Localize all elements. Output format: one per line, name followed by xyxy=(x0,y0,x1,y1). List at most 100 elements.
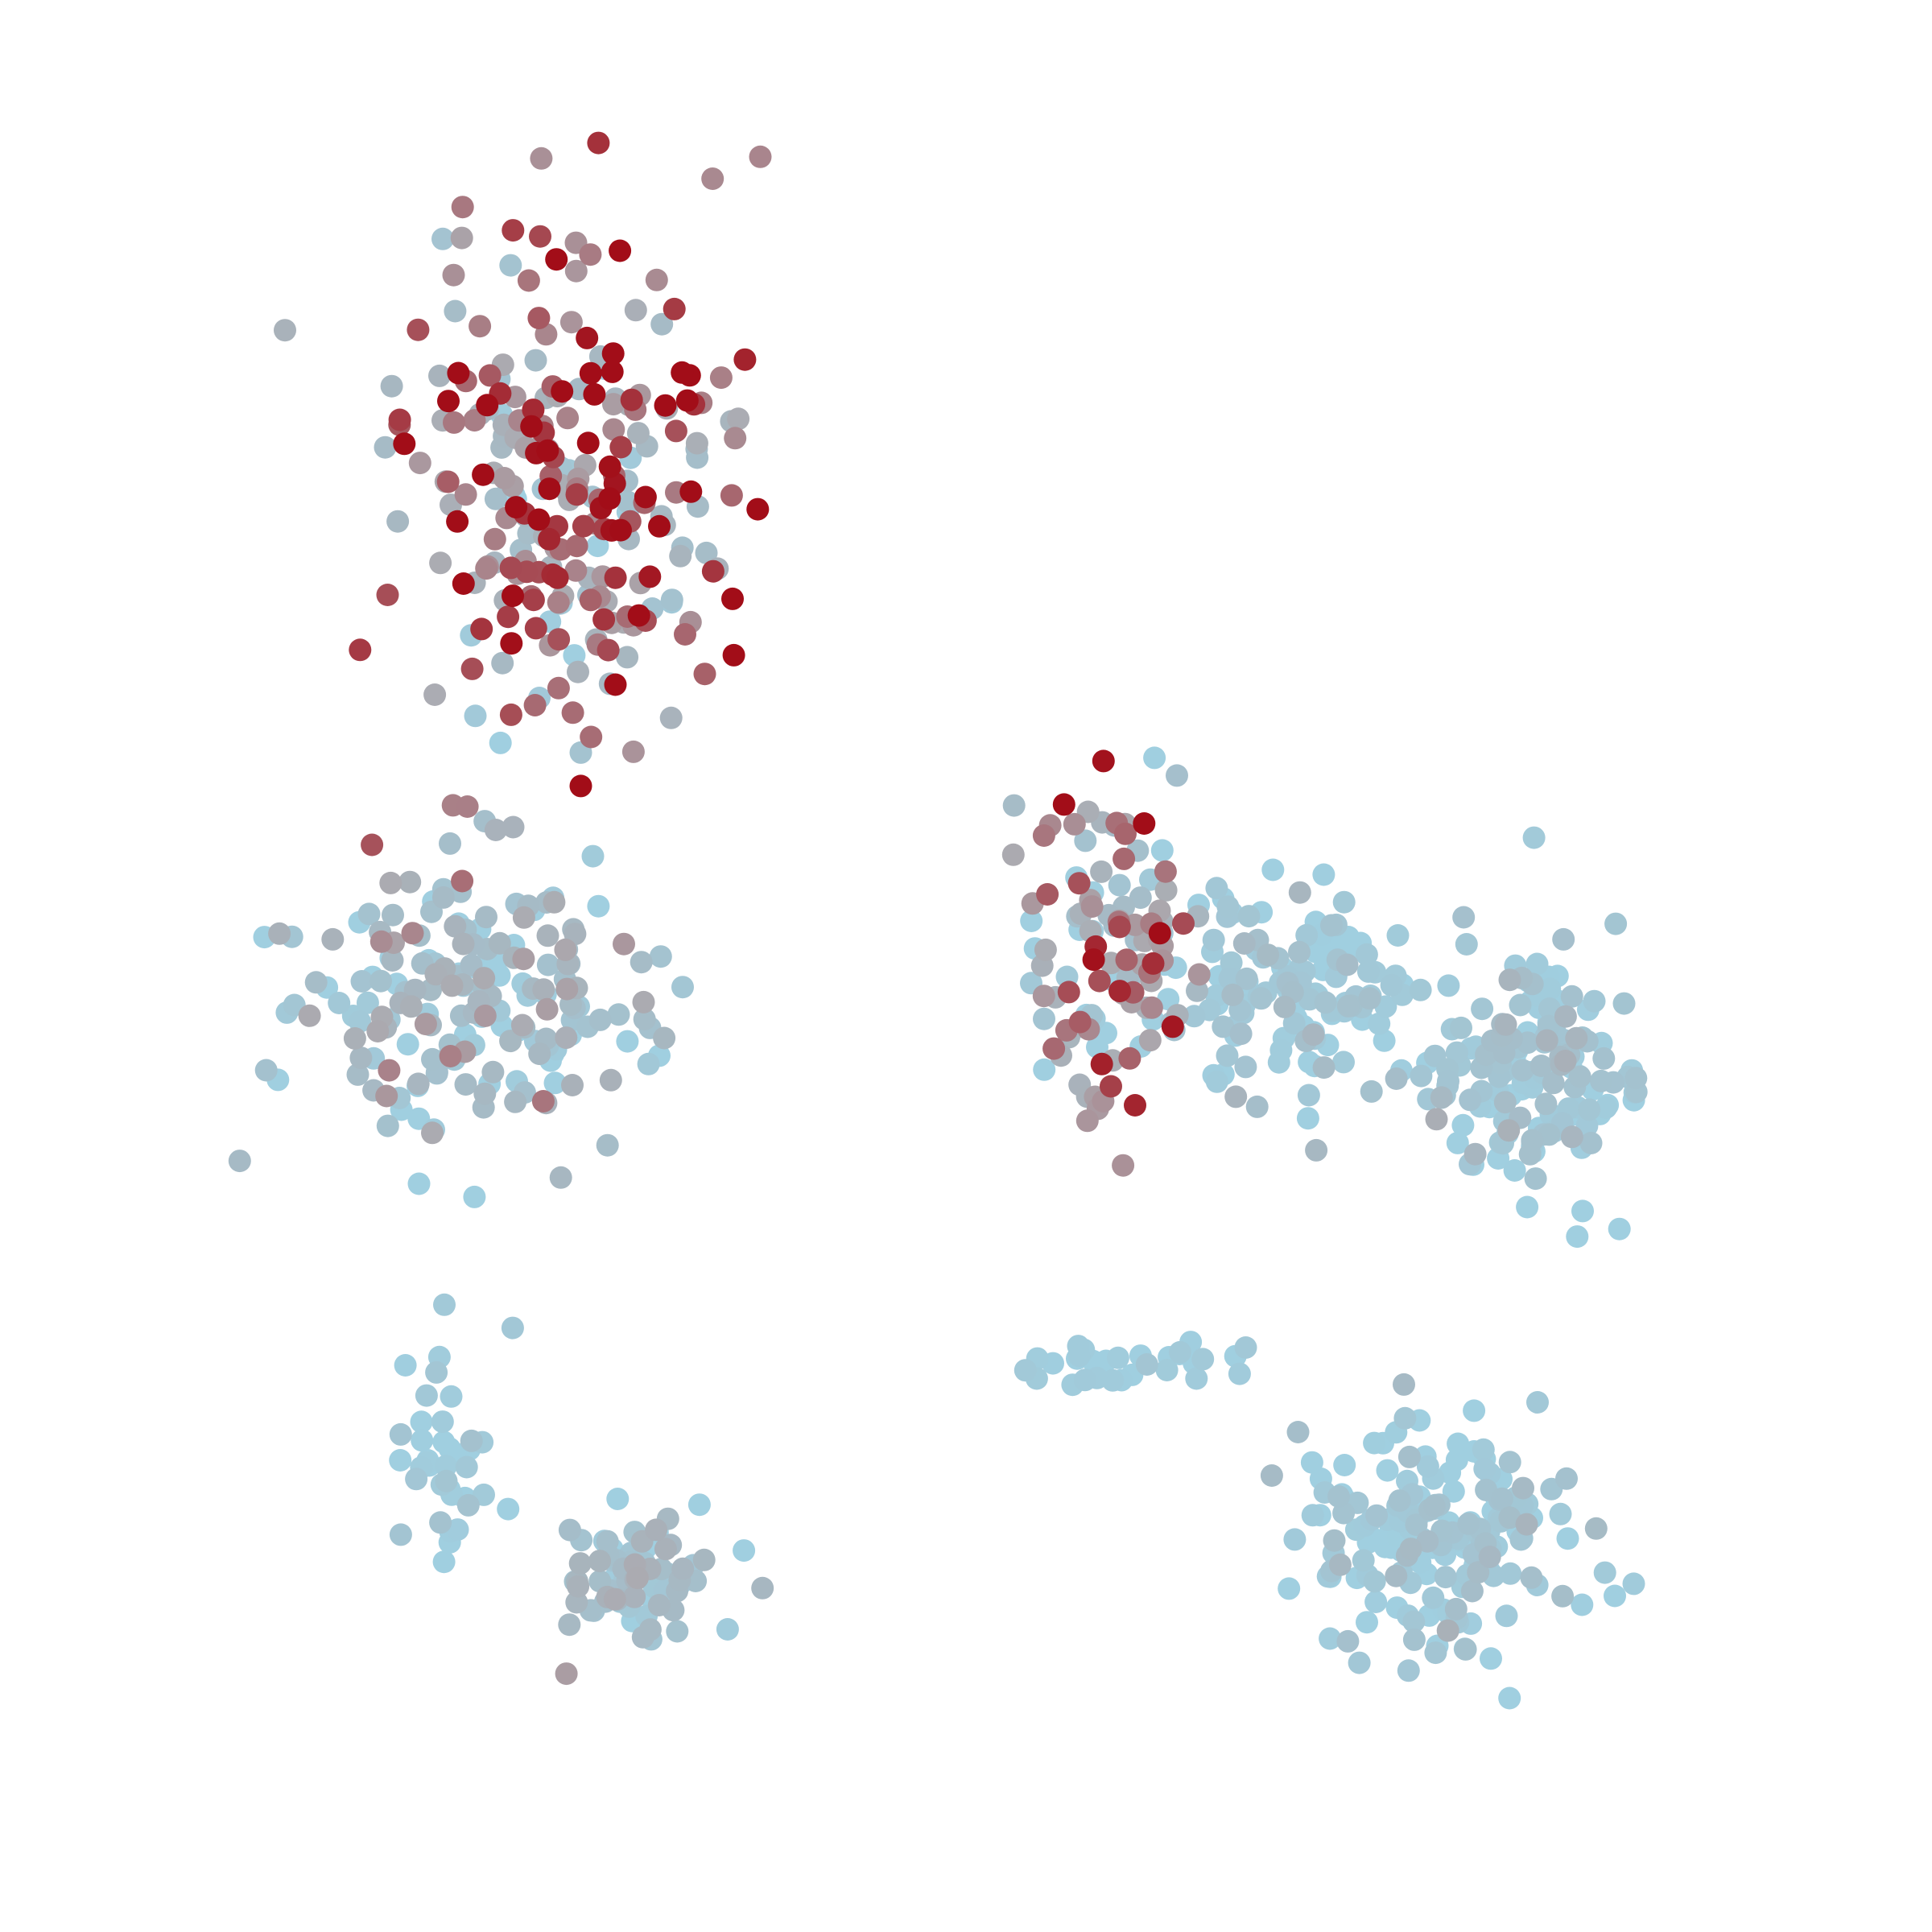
data-point xyxy=(444,300,466,323)
data-point xyxy=(527,307,550,329)
data-point xyxy=(679,481,702,503)
data-point xyxy=(1069,1011,1092,1034)
data-point xyxy=(409,452,431,474)
data-point xyxy=(1516,1513,1538,1536)
data-point xyxy=(1534,1092,1557,1115)
data-point xyxy=(456,1456,478,1479)
data-point xyxy=(432,886,455,909)
data-point xyxy=(1580,1132,1603,1154)
data-point xyxy=(1092,749,1115,772)
data-point xyxy=(389,409,411,431)
data-point xyxy=(1446,1449,1468,1472)
data-point xyxy=(386,510,409,533)
data-point xyxy=(451,870,473,893)
data-point xyxy=(1302,1023,1325,1046)
data-point xyxy=(389,1449,411,1472)
data-point xyxy=(558,1613,580,1636)
data-point xyxy=(472,464,494,486)
data-point xyxy=(669,545,691,568)
data-point xyxy=(461,658,484,680)
data-point xyxy=(671,1558,694,1580)
data-point xyxy=(638,565,661,588)
data-point xyxy=(1261,859,1284,881)
data-point xyxy=(1289,881,1311,904)
data-point xyxy=(676,390,699,412)
data-point xyxy=(1410,1065,1432,1088)
data-point xyxy=(1257,943,1279,966)
data-point xyxy=(694,663,716,685)
data-point xyxy=(299,1005,321,1027)
data-point xyxy=(529,225,551,248)
data-point xyxy=(1561,1125,1583,1148)
data-point xyxy=(1076,1109,1099,1132)
data-point xyxy=(1312,864,1335,886)
data-point xyxy=(1108,874,1131,897)
data-point xyxy=(653,1027,675,1050)
data-point xyxy=(648,515,671,538)
data-point xyxy=(1526,1391,1549,1414)
data-point xyxy=(349,638,371,661)
data-point xyxy=(344,1027,366,1050)
data-point xyxy=(628,605,650,627)
data-point xyxy=(1268,1051,1290,1074)
data-point xyxy=(1237,905,1260,927)
data-point xyxy=(502,584,524,607)
data-point xyxy=(1363,1432,1385,1455)
data-point xyxy=(390,1523,412,1546)
data-point xyxy=(1224,1085,1247,1108)
data-point xyxy=(1423,1495,1446,1517)
data-point xyxy=(626,1567,649,1589)
data-point xyxy=(433,1550,456,1573)
data-point xyxy=(1422,1587,1444,1609)
data-point xyxy=(613,933,635,956)
data-point xyxy=(570,774,592,797)
data-point xyxy=(1139,1029,1162,1051)
data-point xyxy=(536,440,559,462)
data-point xyxy=(397,1033,419,1055)
data-point xyxy=(378,1059,400,1082)
data-point xyxy=(1473,1458,1496,1480)
data-point xyxy=(1356,943,1378,966)
data-point xyxy=(460,1430,483,1452)
data-point xyxy=(377,584,399,606)
data-point xyxy=(400,995,423,1018)
data-point xyxy=(425,1361,448,1384)
data-point xyxy=(1228,1363,1251,1385)
data-point xyxy=(452,196,474,218)
data-point xyxy=(1452,906,1475,929)
data-point xyxy=(576,327,598,349)
data-point xyxy=(305,971,328,993)
data-point xyxy=(443,264,465,287)
data-point xyxy=(379,872,402,894)
data-point xyxy=(1151,839,1174,861)
data-point xyxy=(751,1577,774,1600)
data-point xyxy=(720,484,743,506)
data-point xyxy=(567,1575,589,1598)
data-point xyxy=(1565,1027,1587,1050)
data-point xyxy=(1457,1513,1480,1535)
data-point xyxy=(1108,980,1131,1002)
data-point xyxy=(543,891,565,914)
data-point xyxy=(1333,1454,1356,1476)
data-point xyxy=(663,298,686,320)
data-point xyxy=(1274,996,1296,1018)
data-point xyxy=(1555,1468,1578,1490)
data-point xyxy=(504,1091,526,1113)
data-point xyxy=(374,436,397,459)
data-point xyxy=(1221,984,1244,1006)
data-point xyxy=(1116,948,1138,971)
data-point xyxy=(1435,1566,1457,1588)
data-point xyxy=(1471,997,1493,1020)
data-point xyxy=(1216,895,1239,918)
data-point xyxy=(1472,1439,1495,1461)
data-point xyxy=(1090,861,1113,883)
data-point xyxy=(1074,1368,1096,1391)
data-point xyxy=(1327,1485,1350,1508)
data-point xyxy=(545,248,568,270)
data-point xyxy=(470,617,493,640)
data-point xyxy=(408,1173,431,1195)
data-point xyxy=(1305,1139,1327,1162)
data-point xyxy=(1377,1459,1399,1482)
data-point xyxy=(555,1662,578,1685)
